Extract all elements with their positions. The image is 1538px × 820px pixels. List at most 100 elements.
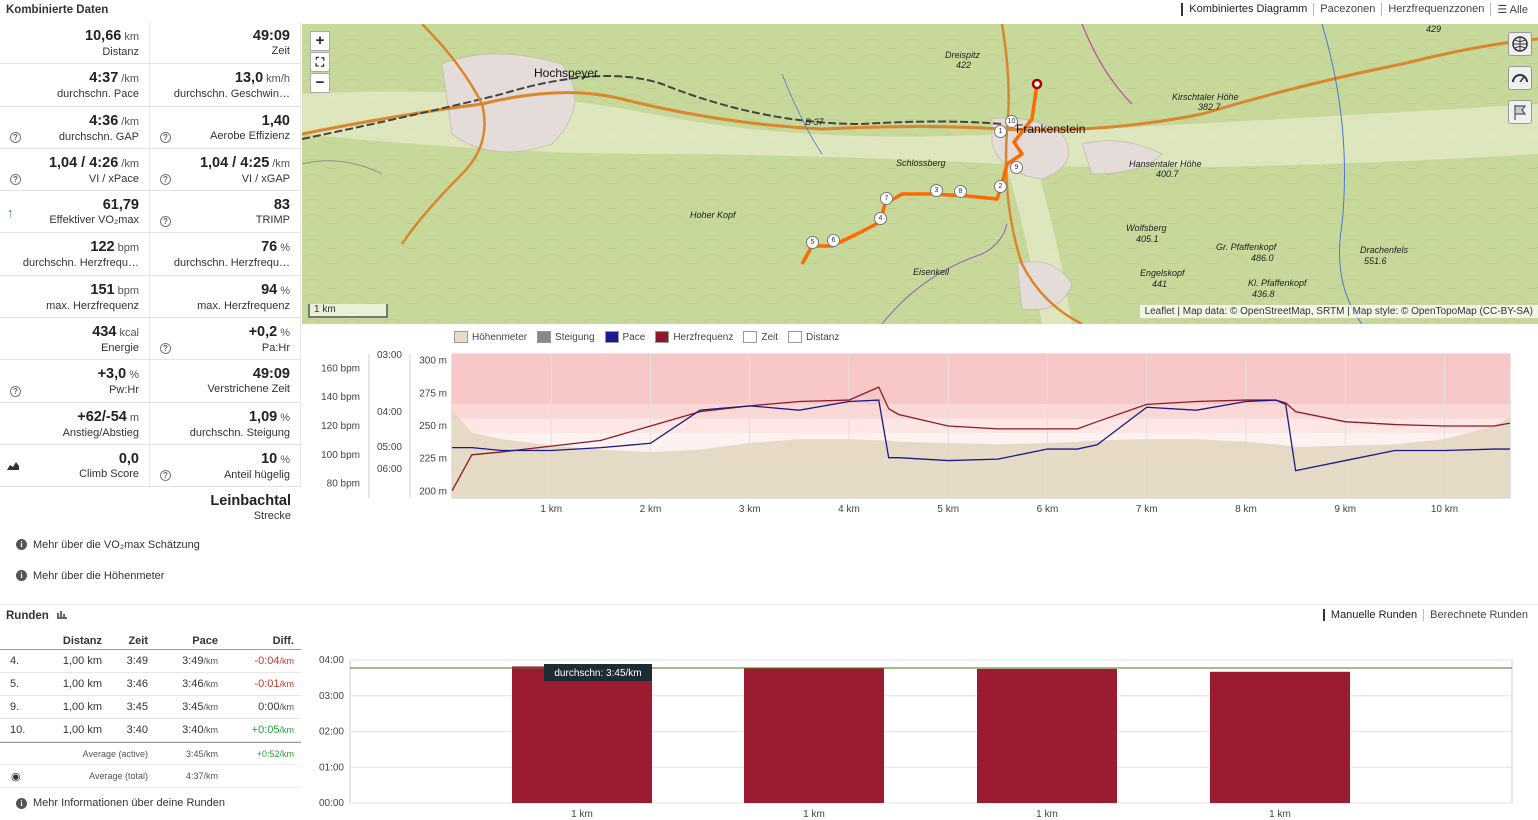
question-icon[interactable]: ? xyxy=(10,131,21,143)
stat-label: TRIMP xyxy=(255,214,290,227)
lap-diff-value: 0:00 xyxy=(258,701,280,713)
question-icon[interactable]: ? xyxy=(160,470,171,482)
legend-swatch xyxy=(743,331,758,343)
route-marker[interactable]: 3 xyxy=(930,184,943,197)
info-link-text: Mehr über die VO₂max Schätzung xyxy=(33,538,200,551)
question-icon[interactable]: ? xyxy=(10,174,21,186)
stat-number: 1,04 / 4:26 xyxy=(48,154,119,171)
legend-label: Höhenmeter xyxy=(472,331,528,343)
zoom-out-button[interactable]: − xyxy=(310,73,330,93)
legend-swatch xyxy=(655,331,670,343)
route-marker[interactable]: 6 xyxy=(827,234,840,247)
pace-tick-label: 04:00 xyxy=(377,407,402,418)
stat-value: +62/-54 m xyxy=(0,409,139,426)
stat-value: 1,09% xyxy=(150,409,290,426)
stat-unit: % xyxy=(280,411,290,424)
stat-cell: ↑ 61,79 Effektiver VO₂max xyxy=(0,191,150,233)
fullscreen-button[interactable]: ⛶ xyxy=(310,52,330,72)
stat-cell: ? 4:36/km durchschn. GAP xyxy=(0,106,150,148)
tab-hr-zones[interactable]: Herzfrequenzzonen xyxy=(1381,3,1490,16)
laps-column-header[interactable]: Pace xyxy=(192,634,218,647)
stats-row: 10,66 km Distanz 49:09 Zeit xyxy=(0,22,301,65)
question-icon[interactable]: ? xyxy=(160,343,171,355)
map-label: Wolfsberg xyxy=(1126,223,1167,233)
route-marker[interactable]: 7 xyxy=(880,192,893,205)
legend-item[interactable]: Distanz xyxy=(788,331,839,343)
globe-icon[interactable] xyxy=(1508,32,1532,56)
route-marker[interactable]: 10 xyxy=(1005,115,1018,128)
stat-unit: /km xyxy=(121,73,139,86)
route-map[interactable]: Hochspeyer Frankenstein Dreispitz 422 Sc… xyxy=(302,24,1538,324)
lap-time: 3:49 xyxy=(126,655,148,667)
question-icon[interactable]: ? xyxy=(160,216,171,228)
stat-number: 1,09 xyxy=(248,408,278,425)
laps-bar-chart: 00:00 01:00 02:00 03:00 04:00 1 km 1 km 1 km 1 k… xyxy=(319,655,1513,820)
legend-item[interactable]: Steigung xyxy=(537,331,595,343)
map-label: Frankenstein xyxy=(1016,122,1086,136)
stat-unit: /km xyxy=(121,115,139,128)
tab-calculated-laps[interactable]: Berechnete Runden xyxy=(1423,609,1534,621)
speedometer-icon[interactable] xyxy=(1508,66,1532,90)
map-label: Kirschtaler Höhe xyxy=(1172,92,1239,102)
table-row[interactable]: 10. 1,00 km 3:40 3:40/km +0:05/km xyxy=(0,719,301,742)
lap-number: 10. xyxy=(10,724,26,736)
stat-number: 1,40 xyxy=(261,112,290,129)
question-icon[interactable]: ? xyxy=(160,174,171,186)
legend-item[interactable]: Herzfrequenz xyxy=(655,331,733,343)
route-marker[interactable]: 8 xyxy=(954,185,967,198)
eye-icon[interactable]: ◉ xyxy=(11,770,21,783)
legend-item[interactable]: Pace xyxy=(604,331,645,343)
lap-distance: 1,00 km xyxy=(62,678,102,690)
question-icon[interactable]: ? xyxy=(160,131,171,143)
laps-column-header[interactable]: Distanz xyxy=(62,634,102,647)
info-link[interactable]: i Mehr über die VO₂max Schätzung xyxy=(0,529,301,560)
hr-tick-label: 140 bpm xyxy=(321,392,360,403)
chart-legend: Höhenmeter Steigung Pace Herzfrequenz Zeit Di… xyxy=(454,331,849,343)
laps-column-header[interactable]: Diff. xyxy=(272,634,294,647)
stat-value: 83 xyxy=(150,197,290,213)
stat-unit: km xyxy=(124,31,139,43)
route-marker[interactable]: 4 xyxy=(874,212,887,225)
map-label: Drachenfels xyxy=(1360,245,1409,255)
stat-value: 122 bpm xyxy=(0,239,139,256)
table-row[interactable]: 4. 1,00 km 3:49 3:49/km -0:04/km xyxy=(0,650,301,673)
lap-diff-unit: /km xyxy=(279,656,295,666)
combined-chart: 1 km 2 km 3 km 4 km 5 km 6 km 7 km 8 km 9 km 10 k… xyxy=(321,350,1511,515)
table-row[interactable]: 5. 1,00 km 3:46 3:46/km -0:01/km xyxy=(0,673,301,696)
table-row[interactable]: 9. 1,00 km 3:45 3:45/km 0:00/km xyxy=(0,696,301,719)
hr-tick-label: 80 bpm xyxy=(327,479,360,490)
stat-unit: % xyxy=(280,284,290,297)
zoom-in-button[interactable]: + xyxy=(310,31,330,51)
flag-icon[interactable] xyxy=(1508,100,1532,124)
x-tick-label: 4 km xyxy=(838,504,860,515)
tab-manual-laps[interactable]: Manuelle Runden xyxy=(1322,609,1423,621)
stat-unit: bpm xyxy=(117,284,139,297)
question-icon[interactable]: ? xyxy=(10,385,21,397)
laps-table: Distanz Zeit Pace Diff. 4. 1,00 km 3:49 3:49… xyxy=(0,632,301,818)
laps-column-header[interactable]: Zeit xyxy=(128,634,148,647)
stat-cell: ? 83 TRIMP xyxy=(150,191,301,233)
map-label: Hochspeyer xyxy=(534,66,599,80)
stats-row: ↑ 61,79 Effektiver VO₂max? 83 TRIMP xyxy=(0,191,301,234)
info-icon: i xyxy=(16,570,27,582)
tab-pace-zones[interactable]: Pacezonen xyxy=(1313,3,1381,16)
legend-item[interactable]: Höhenmeter xyxy=(454,331,527,343)
route-marker[interactable]: 5 xyxy=(806,236,819,249)
stats-row: +62/-54 m Anstieg/Abstieg 1,09% durchschn. S… xyxy=(0,402,301,445)
more-laps-info-link[interactable]: i Mehr Informationen über deine Runden xyxy=(0,788,301,818)
stat-number: 434 xyxy=(92,324,117,341)
tab-combined-chart[interactable]: Kombiniertes Diagramm xyxy=(1181,3,1313,16)
info-link[interactable]: i Mehr über die Höhenmeter xyxy=(0,560,301,591)
stat-number: 4:37 xyxy=(89,70,119,87)
tab-all[interactable]: ☰ Alle xyxy=(1490,3,1534,16)
route-marker[interactable]: 1 xyxy=(994,125,1007,138)
x-tick-label: 3 km xyxy=(739,504,761,515)
chart-tabs: Kombiniertes Diagramm Pacezonen Herzfreq… xyxy=(1181,3,1534,16)
chart-icon[interactable] xyxy=(56,609,68,619)
arrow-up-icon: ↑ xyxy=(7,205,14,221)
legend-item[interactable]: Zeit xyxy=(743,331,778,343)
route-marker[interactable]: 9 xyxy=(1010,161,1023,174)
stat-value: 13,0 km/h xyxy=(150,70,290,87)
route-marker[interactable]: 2 xyxy=(994,180,1007,193)
stat-cell: 1,09% durchschn. Steigung xyxy=(150,402,301,444)
